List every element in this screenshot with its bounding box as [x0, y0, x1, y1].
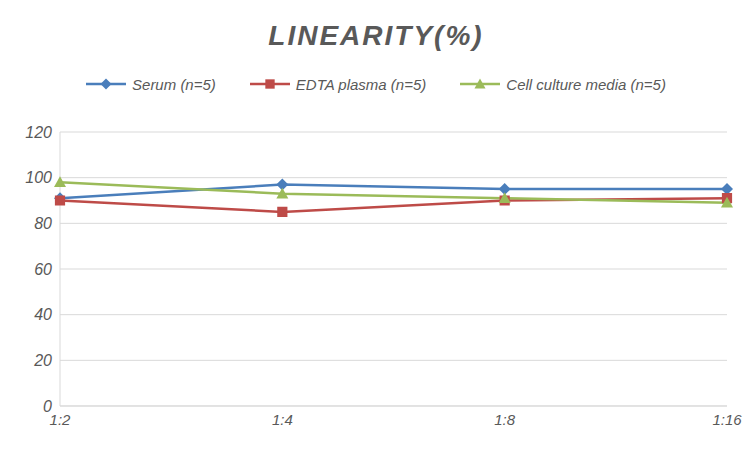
html-text:Serum (n=5): Serum (n=5) — [132, 75, 216, 93]
svg-text:60: 60 — [34, 261, 52, 278]
svg-text:0: 0 — [43, 398, 52, 415]
html-text:Cell culture media (n=5): Cell culture media (n=5) — [506, 75, 666, 93]
svg-text:120: 120 — [25, 124, 52, 141]
svg-text:1:2: 1:2 — [50, 411, 72, 428]
svg-text:1:8: 1:8 — [494, 411, 516, 428]
svg-text:80: 80 — [34, 215, 52, 232]
svg-text:100: 100 — [25, 169, 52, 186]
svg-text:40: 40 — [34, 306, 52, 323]
svg-text:1:16: 1:16 — [712, 411, 742, 428]
html-text:LINEARITY(%): LINEARITY(%) — [268, 20, 484, 51]
svg-text:1:4: 1:4 — [272, 411, 293, 428]
svg-text:20: 20 — [33, 352, 52, 369]
html-text:EDTA plasma (n=5): EDTA plasma (n=5) — [295, 75, 427, 93]
